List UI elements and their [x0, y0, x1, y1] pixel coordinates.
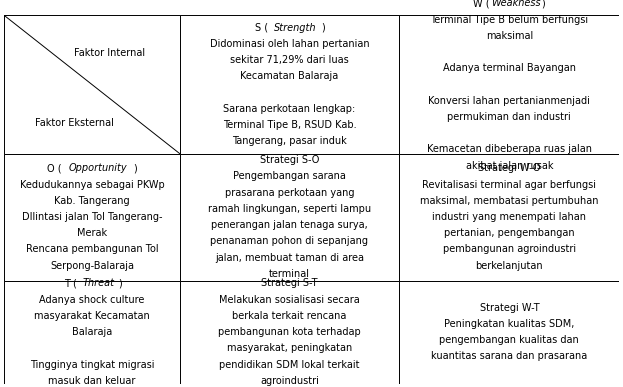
Text: Konversi lahan pertanianmenjadi: Konversi lahan pertanianmenjadi — [429, 96, 591, 106]
Text: berkala terkait rencana: berkala terkait rencana — [232, 311, 346, 321]
Text: Didominasi oleh lahan pertanian: Didominasi oleh lahan pertanian — [209, 39, 369, 49]
Text: pertanian, pengembangan: pertanian, pengembangan — [444, 228, 574, 238]
Text: Tangerang, pasar induk: Tangerang, pasar induk — [232, 136, 347, 146]
Text: Threat: Threat — [82, 279, 114, 288]
Text: prasarana perkotaan yang: prasarana perkotaan yang — [225, 188, 354, 198]
Text: terminal: terminal — [269, 269, 310, 279]
Text: Strategi S-O: Strategi S-O — [260, 155, 319, 165]
Text: Adanya shock culture: Adanya shock culture — [39, 295, 145, 305]
Text: Terminal Tipe B, RSUD Kab.: Terminal Tipe B, RSUD Kab. — [222, 120, 356, 130]
Bar — [399, 281, 619, 384]
Text: Strategi W-T: Strategi W-T — [480, 303, 539, 313]
Bar — [179, 15, 399, 154]
Bar — [4, 154, 179, 281]
Text: sekitar 71,29% dari luas: sekitar 71,29% dari luas — [230, 55, 349, 65]
Text: S (: S ( — [255, 23, 268, 33]
Text: pembangunan kota terhadap: pembangunan kota terhadap — [218, 327, 361, 337]
Text: ): ) — [133, 163, 137, 173]
Text: T (: T ( — [64, 279, 77, 288]
Text: W (: W ( — [473, 0, 490, 9]
Text: ): ) — [321, 23, 325, 33]
Bar — [4, 281, 179, 384]
Text: Kecamatan Balaraja: Kecamatan Balaraja — [240, 71, 338, 81]
Text: penerangan jalan tenaga surya,: penerangan jalan tenaga surya, — [211, 220, 368, 230]
Text: Sarana perkotaan lengkap:: Sarana perkotaan lengkap: — [223, 104, 356, 114]
Text: Adanya terminal Bayangan: Adanya terminal Bayangan — [443, 63, 576, 73]
Text: Merak: Merak — [77, 228, 107, 238]
Text: Opportunity: Opportunity — [69, 163, 128, 173]
Text: DIlintasi jalan Tol Tangerang-: DIlintasi jalan Tol Tangerang- — [22, 212, 162, 222]
Text: ): ) — [118, 279, 121, 288]
Bar — [179, 281, 399, 384]
Bar — [179, 154, 399, 281]
Text: Weakness: Weakness — [491, 0, 540, 9]
Text: Peningkatan kualitas SDM,: Peningkatan kualitas SDM, — [444, 319, 574, 329]
Text: Faktor Eksternal: Faktor Eksternal — [35, 118, 114, 128]
Text: Rencana pembangunan Tol: Rencana pembangunan Tol — [26, 245, 158, 255]
Text: pendidikan SDM lokal terkait: pendidikan SDM lokal terkait — [219, 360, 359, 370]
Text: Faktor Internal: Faktor Internal — [74, 48, 145, 58]
Text: Strategi S-T: Strategi S-T — [261, 279, 318, 288]
Text: Revitalisasi terminal agar berfungsi: Revitalisasi terminal agar berfungsi — [422, 180, 596, 190]
Text: ): ) — [541, 0, 545, 9]
Bar — [399, 154, 619, 281]
Text: maksimal, membatasi pertumbuhan: maksimal, membatasi pertumbuhan — [420, 196, 599, 206]
Text: berkelanjutan: berkelanjutan — [475, 261, 543, 271]
Text: Kedudukannya sebagai PKWp: Kedudukannya sebagai PKWp — [19, 180, 164, 190]
Text: masyarakat, peningkatan: masyarakat, peningkatan — [227, 343, 352, 353]
Text: masyarakat Kecamatan: masyarakat Kecamatan — [34, 311, 150, 321]
Text: Balaraja: Balaraja — [72, 327, 112, 337]
Text: Melakukan sosialisasi secara: Melakukan sosialisasi secara — [219, 295, 360, 305]
Text: permukiman dan industri: permukiman dan industri — [447, 112, 571, 122]
Text: maksimal: maksimal — [486, 31, 533, 41]
Text: ramah lingkungan, seperti lampu: ramah lingkungan, seperti lampu — [208, 204, 371, 214]
Bar — [4, 15, 179, 154]
Text: masuk dan keluar: masuk dan keluar — [48, 376, 136, 386]
Text: pengembangan kualitas dan: pengembangan kualitas dan — [439, 335, 579, 345]
Text: Pengembangan sarana: Pengembangan sarana — [233, 171, 346, 182]
Text: Tingginya tingkat migrasi: Tingginya tingkat migrasi — [30, 360, 154, 370]
Text: agroindustri: agroindustri — [260, 376, 319, 386]
Bar — [399, 15, 619, 154]
Text: O (: O ( — [47, 163, 62, 173]
Text: jalan, membuat taman di area: jalan, membuat taman di area — [215, 253, 364, 263]
Text: penanaman pohon di sepanjang: penanaman pohon di sepanjang — [211, 236, 368, 247]
Text: kuantitas sarana dan prasarana: kuantitas sarana dan prasarana — [431, 351, 587, 361]
Text: Kemacetan dibeberapa ruas jalan: Kemacetan dibeberapa ruas jalan — [427, 144, 592, 154]
Text: Terminal Tipe B belum berfungsi: Terminal Tipe B belum berfungsi — [430, 15, 588, 25]
Text: Serpong-Balaraja: Serpong-Balaraja — [50, 261, 134, 271]
Text: Kab. Tangerang: Kab. Tangerang — [54, 196, 130, 206]
Text: Strategi W-O: Strategi W-O — [478, 163, 541, 173]
Text: Strength: Strength — [274, 23, 317, 33]
Text: pembangunan agroindustri: pembangunan agroindustri — [443, 245, 576, 255]
Text: industri yang menempati lahan: industri yang menempati lahan — [432, 212, 586, 222]
Text: akibat jalan rusak: akibat jalan rusak — [465, 161, 553, 171]
